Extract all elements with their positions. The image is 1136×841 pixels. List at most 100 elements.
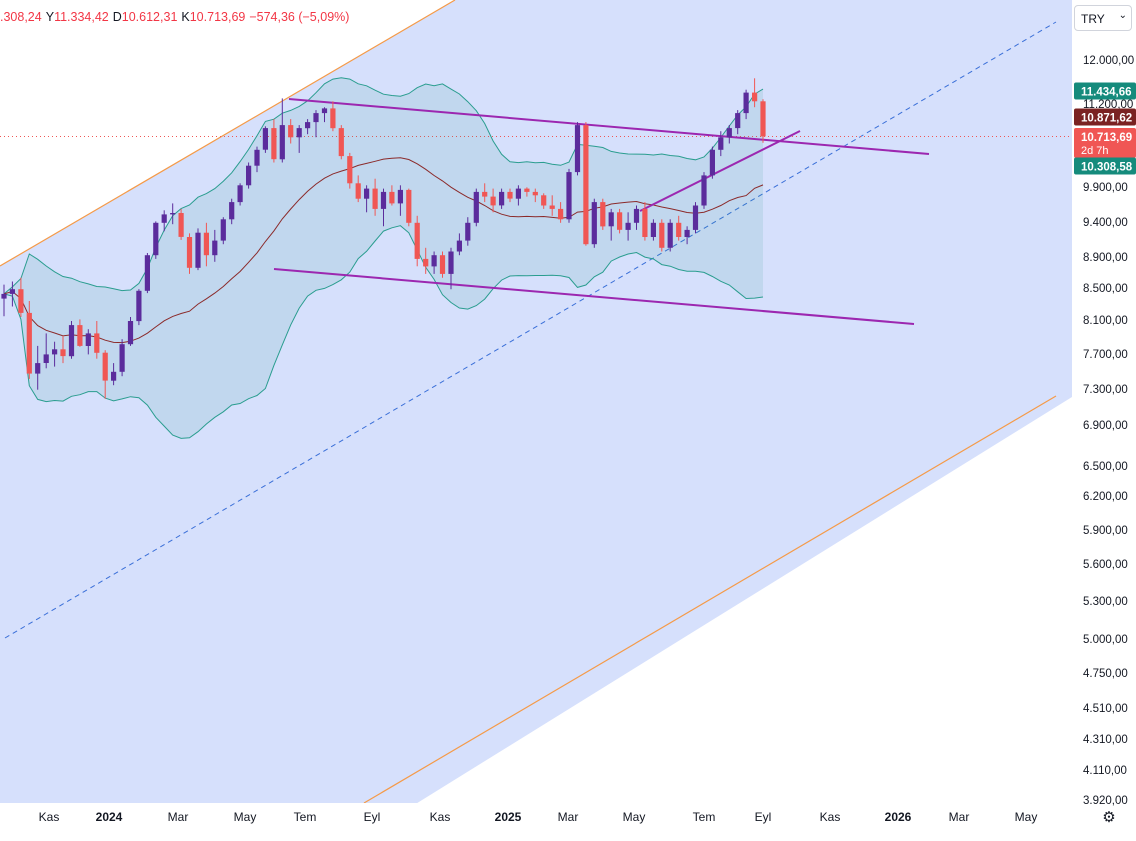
price-tick-label: 3.920,00	[1083, 795, 1128, 807]
candle-body	[650, 222, 656, 237]
candle-body	[338, 128, 344, 157]
time-tick-label: Kas	[820, 810, 841, 824]
candle-body	[364, 188, 370, 199]
candle-body	[684, 229, 690, 237]
time-tick-label: Eyl	[364, 810, 381, 824]
candle-body	[52, 349, 58, 355]
candle-body	[406, 189, 412, 223]
candle-body	[262, 128, 268, 150]
gear-icon[interactable]: ⚙	[1102, 809, 1116, 826]
price-tick-label: 9.900,00	[1083, 182, 1128, 194]
time-tick-label: Mar	[949, 810, 970, 824]
candle-body	[144, 255, 150, 291]
candle-body	[119, 344, 125, 372]
candle-body	[752, 92, 758, 102]
ohlc-high: 11.334,42	[54, 10, 109, 24]
candle-body	[642, 208, 648, 237]
candle-body	[136, 290, 142, 322]
price-label-text: 10.871,62	[1081, 113, 1132, 125]
price-tick-label: 5.600,00	[1083, 559, 1128, 571]
price-label-badge	[1074, 82, 1136, 100]
candle-body	[423, 258, 429, 267]
price-label-badge	[1074, 128, 1136, 158]
candle-body	[161, 214, 167, 223]
candle-body	[305, 122, 311, 129]
ohlc-legend: .308,24 Y11.334,42 D10.612,31 K10.713,69 −57…	[0, 10, 353, 24]
candle-body	[212, 240, 218, 256]
ohlc-close-prefix: K	[181, 10, 190, 24]
bollinger-upper-line	[3, 77, 764, 295]
candle-body	[229, 202, 235, 220]
candle-body	[178, 213, 184, 237]
price-label-badge	[1074, 108, 1136, 126]
chevron-down-icon: ⌄	[1118, 10, 1127, 21]
regression-channel-fill	[0, 0, 1072, 836]
candle-body	[43, 354, 49, 363]
candle-body	[600, 202, 606, 227]
candle-body	[676, 222, 682, 237]
price-tick-label: 8.900,00	[1083, 252, 1128, 264]
price-tick-label: 5.300,00	[1083, 596, 1128, 608]
candle-body	[153, 222, 159, 256]
candle-body	[18, 289, 24, 313]
channel-upper-line	[0, 0, 456, 267]
candle-body	[591, 202, 597, 245]
trendline-upper	[288, 98, 930, 155]
candle-body	[220, 219, 226, 241]
candle-body	[659, 222, 665, 248]
price-tick-label: 5.000,00	[1083, 634, 1128, 646]
time-tick-label: 2025	[495, 810, 522, 824]
time-tick-label: May	[623, 810, 646, 824]
candle-body	[347, 156, 353, 184]
candle-body	[35, 363, 41, 374]
candle-body	[743, 92, 749, 114]
candle-body	[549, 205, 555, 209]
candle-body	[566, 172, 572, 220]
candle-body	[574, 125, 581, 173]
candle-body	[279, 125, 285, 160]
candle-body	[617, 212, 623, 230]
channel-lower-line	[363, 395, 1057, 804]
price-tick-label: 4.310,00	[1083, 734, 1128, 746]
time-tick-label: Tem	[294, 810, 317, 824]
price-label-countdown: 2d 7h	[1081, 145, 1109, 157]
candle-body	[718, 137, 724, 150]
candle-body	[60, 349, 66, 357]
candle-body	[94, 333, 100, 353]
candle-body	[170, 213, 176, 215]
price-tick-label: 11.200,00	[1083, 99, 1133, 111]
candle-body	[186, 237, 193, 268]
price-tick-label: 5.900,00	[1083, 525, 1128, 537]
candle-body	[499, 191, 505, 206]
candle-body	[77, 325, 83, 346]
candle-body	[380, 191, 387, 209]
price-tick-label: 6.500,00	[1083, 461, 1128, 473]
trendline-lower	[273, 268, 915, 325]
candle-body	[102, 352, 108, 381]
candle-body	[760, 101, 766, 137]
candle-body	[558, 208, 564, 220]
ohlc-close: 10.713,69	[189, 10, 246, 24]
price-label-text: 10.713,69	[1081, 132, 1132, 144]
time-tick-label: May	[1015, 810, 1038, 824]
time-tick-label: Mar	[558, 810, 579, 824]
candle-body	[735, 113, 741, 129]
currency-select[interactable]: TRY ⌄	[1074, 5, 1132, 31]
price-tick-label: 7.300,00	[1083, 384, 1128, 396]
candle-body	[490, 196, 496, 206]
candle-body	[195, 232, 201, 268]
candle-body	[532, 191, 538, 196]
time-tick-label: 2024	[96, 810, 123, 824]
candle-body	[246, 165, 252, 186]
price-tick-label: 8.100,00	[1083, 315, 1128, 327]
candle-body	[456, 240, 462, 252]
price-label-badge	[1074, 157, 1136, 175]
candle-body	[271, 128, 277, 160]
candle-body	[726, 128, 732, 138]
candle-body	[439, 255, 446, 274]
candle-body	[111, 371, 117, 381]
candle-body	[701, 175, 707, 206]
candle-body	[203, 232, 209, 256]
